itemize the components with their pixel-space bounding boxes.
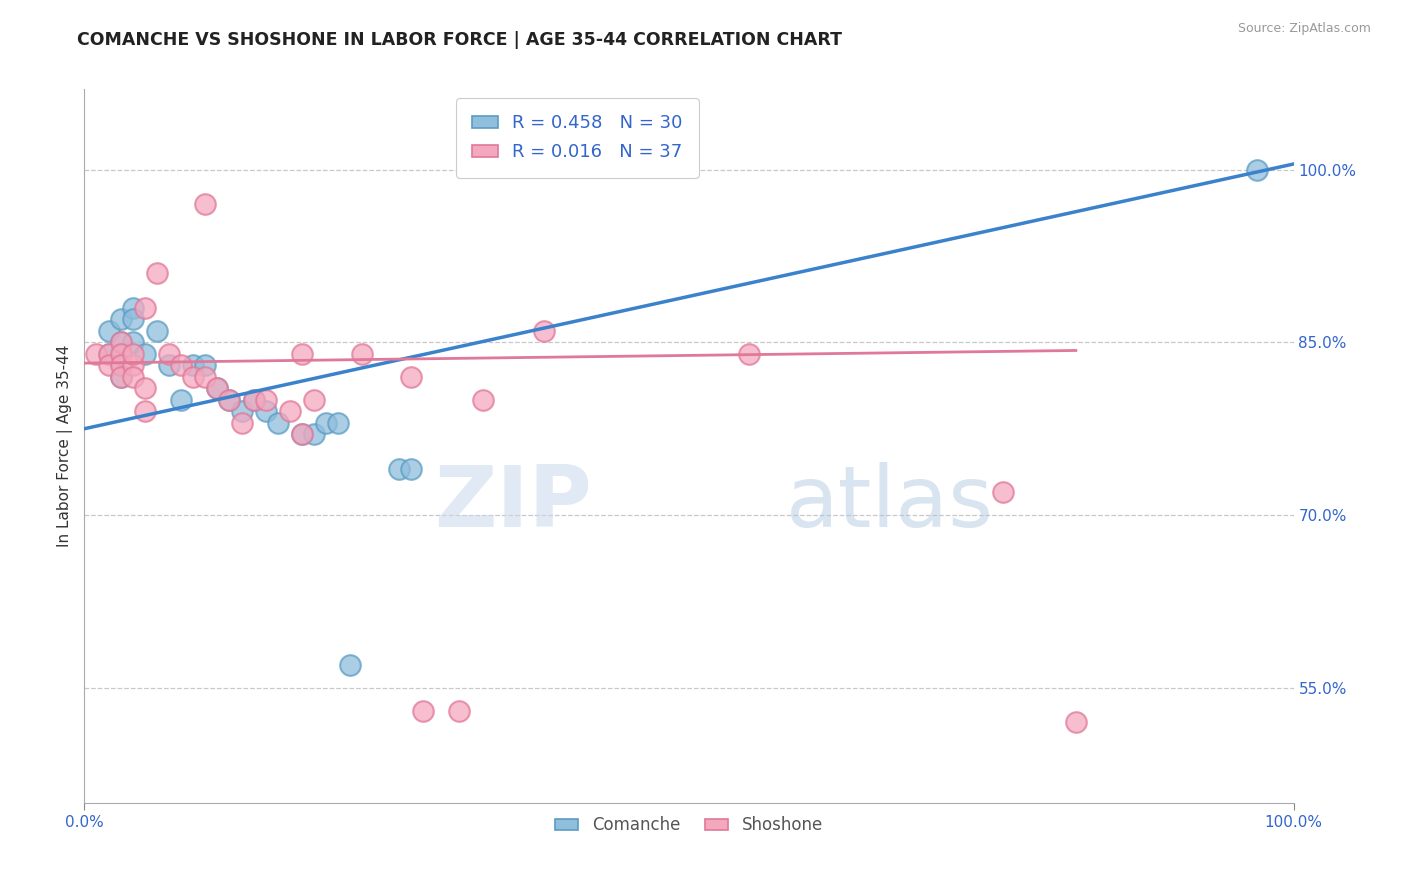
Point: [194, 197, 217, 211]
Point: [1246, 162, 1268, 177]
Point: [242, 392, 264, 407]
Point: [231, 416, 253, 430]
Point: [267, 416, 290, 430]
Point: [110, 335, 132, 350]
Point: [110, 359, 132, 373]
Point: [110, 359, 132, 373]
Point: [194, 370, 217, 384]
Point: [207, 381, 229, 395]
Point: [110, 370, 132, 384]
Point: [472, 392, 495, 407]
Point: [315, 416, 337, 430]
Point: [254, 404, 277, 418]
Point: [181, 359, 204, 373]
Point: [97, 359, 120, 373]
Point: [121, 370, 143, 384]
Point: [110, 347, 132, 361]
Point: [97, 347, 120, 361]
Point: [134, 381, 156, 395]
Point: [231, 404, 253, 418]
Point: [399, 370, 422, 384]
Point: [86, 347, 108, 361]
Point: [352, 347, 374, 361]
Point: [449, 704, 471, 718]
Point: [218, 392, 240, 407]
Point: [121, 335, 143, 350]
Point: [146, 266, 169, 280]
Point: [121, 301, 143, 315]
Legend: Comanche, Shoshone: Comanche, Shoshone: [548, 810, 830, 841]
Point: [738, 347, 761, 361]
Point: [399, 462, 422, 476]
Point: [121, 347, 143, 361]
Point: [134, 301, 156, 315]
Text: atlas: atlas: [786, 461, 994, 545]
Text: ZIP: ZIP: [434, 461, 592, 545]
Point: [339, 657, 361, 672]
Point: [134, 347, 156, 361]
Point: [291, 427, 314, 442]
Point: [170, 392, 193, 407]
Point: [1064, 715, 1087, 730]
Point: [388, 462, 411, 476]
Point: [207, 381, 229, 395]
Text: Source: ZipAtlas.com: Source: ZipAtlas.com: [1237, 22, 1371, 36]
Y-axis label: In Labor Force | Age 35-44: In Labor Force | Age 35-44: [58, 345, 73, 547]
Point: [291, 347, 314, 361]
Point: [170, 359, 193, 373]
Text: COMANCHE VS SHOSHONE IN LABOR FORCE | AGE 35-44 CORRELATION CHART: COMANCHE VS SHOSHONE IN LABOR FORCE | AG…: [77, 31, 842, 49]
Point: [134, 404, 156, 418]
Point: [302, 392, 325, 407]
Point: [291, 427, 314, 442]
Point: [110, 347, 132, 361]
Point: [146, 324, 169, 338]
Point: [242, 392, 264, 407]
Point: [97, 347, 120, 361]
Point: [412, 704, 434, 718]
Point: [97, 324, 120, 338]
Point: [194, 359, 217, 373]
Point: [218, 392, 240, 407]
Point: [181, 370, 204, 384]
Point: [110, 370, 132, 384]
Point: [302, 427, 325, 442]
Point: [110, 335, 132, 350]
Point: [157, 359, 180, 373]
Point: [157, 347, 180, 361]
Point: [121, 312, 143, 326]
Point: [254, 392, 277, 407]
Point: [533, 324, 555, 338]
Point: [121, 359, 143, 373]
Point: [110, 312, 132, 326]
Point: [993, 485, 1015, 500]
Point: [328, 416, 350, 430]
Point: [278, 404, 301, 418]
